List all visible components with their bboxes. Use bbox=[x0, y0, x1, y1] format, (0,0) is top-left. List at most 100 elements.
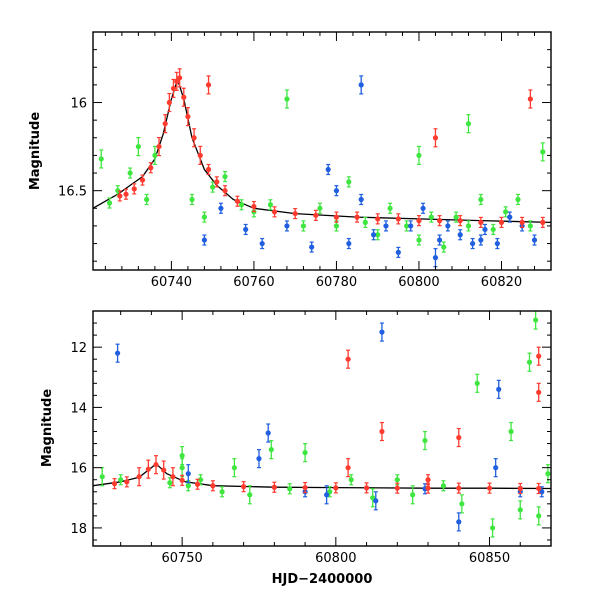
data-point bbox=[185, 114, 191, 120]
data-point bbox=[490, 226, 496, 233]
y-tick-label: 16 bbox=[70, 462, 87, 477]
data-point bbox=[162, 121, 168, 127]
series-green bbox=[99, 311, 551, 538]
data-point bbox=[536, 485, 542, 492]
data-point bbox=[238, 202, 245, 208]
data-point bbox=[251, 203, 257, 210]
data-point bbox=[527, 96, 533, 102]
data-point bbox=[519, 219, 525, 225]
data-point bbox=[445, 223, 451, 229]
data-point bbox=[387, 205, 393, 211]
data-point bbox=[410, 492, 416, 498]
top-y-axis-title: Magnitude bbox=[28, 112, 43, 191]
data-point bbox=[375, 232, 381, 238]
data-point bbox=[106, 200, 113, 206]
data-point bbox=[416, 218, 422, 224]
data-point bbox=[457, 218, 463, 224]
data-point bbox=[470, 240, 476, 247]
series-green bbox=[98, 89, 546, 253]
data-point bbox=[498, 219, 505, 225]
data-point bbox=[496, 386, 502, 392]
data-point bbox=[284, 96, 290, 102]
plot-area bbox=[93, 311, 551, 538]
y-tick-label: 14 bbox=[70, 401, 87, 416]
data-point bbox=[333, 485, 339, 491]
data-point bbox=[205, 166, 212, 173]
data-point bbox=[432, 255, 439, 261]
data-point bbox=[324, 492, 330, 498]
x-tick-label: 60800 bbox=[315, 551, 356, 566]
data-point bbox=[422, 437, 428, 444]
data-point bbox=[416, 237, 422, 243]
y-tick-label: 16.5 bbox=[58, 185, 87, 200]
data-point bbox=[98, 156, 104, 162]
data-point bbox=[179, 477, 185, 483]
data-point bbox=[482, 226, 488, 233]
data-point bbox=[425, 485, 431, 491]
data-point bbox=[333, 223, 340, 229]
data-point bbox=[222, 173, 228, 180]
data-point bbox=[540, 219, 546, 225]
data-point bbox=[111, 481, 118, 487]
data-point bbox=[474, 380, 480, 386]
data-point bbox=[166, 99, 172, 106]
data-point bbox=[161, 467, 167, 473]
data-point bbox=[333, 188, 340, 194]
data-point bbox=[201, 214, 208, 220]
data-point bbox=[527, 223, 533, 229]
data-point bbox=[197, 152, 203, 159]
data-point bbox=[302, 484, 308, 491]
series-red bbox=[111, 346, 542, 495]
y-tick-label: 18 bbox=[70, 522, 87, 537]
data-point bbox=[247, 492, 253, 498]
data-point bbox=[210, 184, 216, 190]
data-point bbox=[403, 223, 410, 229]
data-point bbox=[201, 237, 208, 243]
data-point bbox=[453, 214, 459, 220]
data-point bbox=[167, 480, 173, 486]
data-point bbox=[408, 223, 414, 229]
data-point bbox=[503, 209, 509, 215]
data-point bbox=[231, 465, 237, 471]
data-point bbox=[456, 485, 462, 491]
data-point bbox=[457, 232, 463, 238]
data-point bbox=[197, 477, 204, 483]
data-point bbox=[300, 223, 307, 229]
data-point bbox=[124, 479, 130, 485]
data-point bbox=[416, 152, 422, 159]
data-point bbox=[375, 216, 381, 222]
data-point bbox=[317, 205, 323, 211]
data-point bbox=[170, 474, 176, 480]
data-point bbox=[218, 205, 224, 211]
data-point bbox=[153, 462, 159, 468]
data-point bbox=[441, 244, 447, 250]
x-tick-label: 60750 bbox=[161, 551, 202, 566]
x-axis-title: HJD−2400000 bbox=[272, 572, 373, 587]
data-point bbox=[540, 149, 546, 155]
data-point bbox=[284, 223, 290, 229]
plot-frame bbox=[92, 31, 552, 271]
data-point bbox=[189, 196, 195, 203]
data-point bbox=[354, 214, 360, 220]
data-point bbox=[267, 202, 274, 208]
data-point bbox=[425, 477, 431, 483]
data-point bbox=[115, 188, 121, 194]
data-point bbox=[177, 75, 183, 81]
data-point bbox=[536, 389, 542, 395]
data-point bbox=[395, 249, 401, 255]
data-point bbox=[507, 214, 513, 220]
series-blue bbox=[201, 75, 538, 268]
data-point bbox=[348, 477, 354, 483]
x-tick-label: 60760 bbox=[233, 275, 274, 290]
data-point bbox=[394, 477, 400, 483]
data-point bbox=[345, 356, 351, 362]
data-point bbox=[456, 434, 462, 441]
data-point bbox=[545, 471, 551, 477]
data-point bbox=[287, 486, 293, 492]
x-tick-label: 60850 bbox=[469, 551, 510, 566]
x-tick-label: 60800 bbox=[398, 275, 439, 290]
data-point bbox=[533, 317, 539, 323]
data-point bbox=[536, 513, 542, 519]
data-point bbox=[271, 209, 278, 215]
